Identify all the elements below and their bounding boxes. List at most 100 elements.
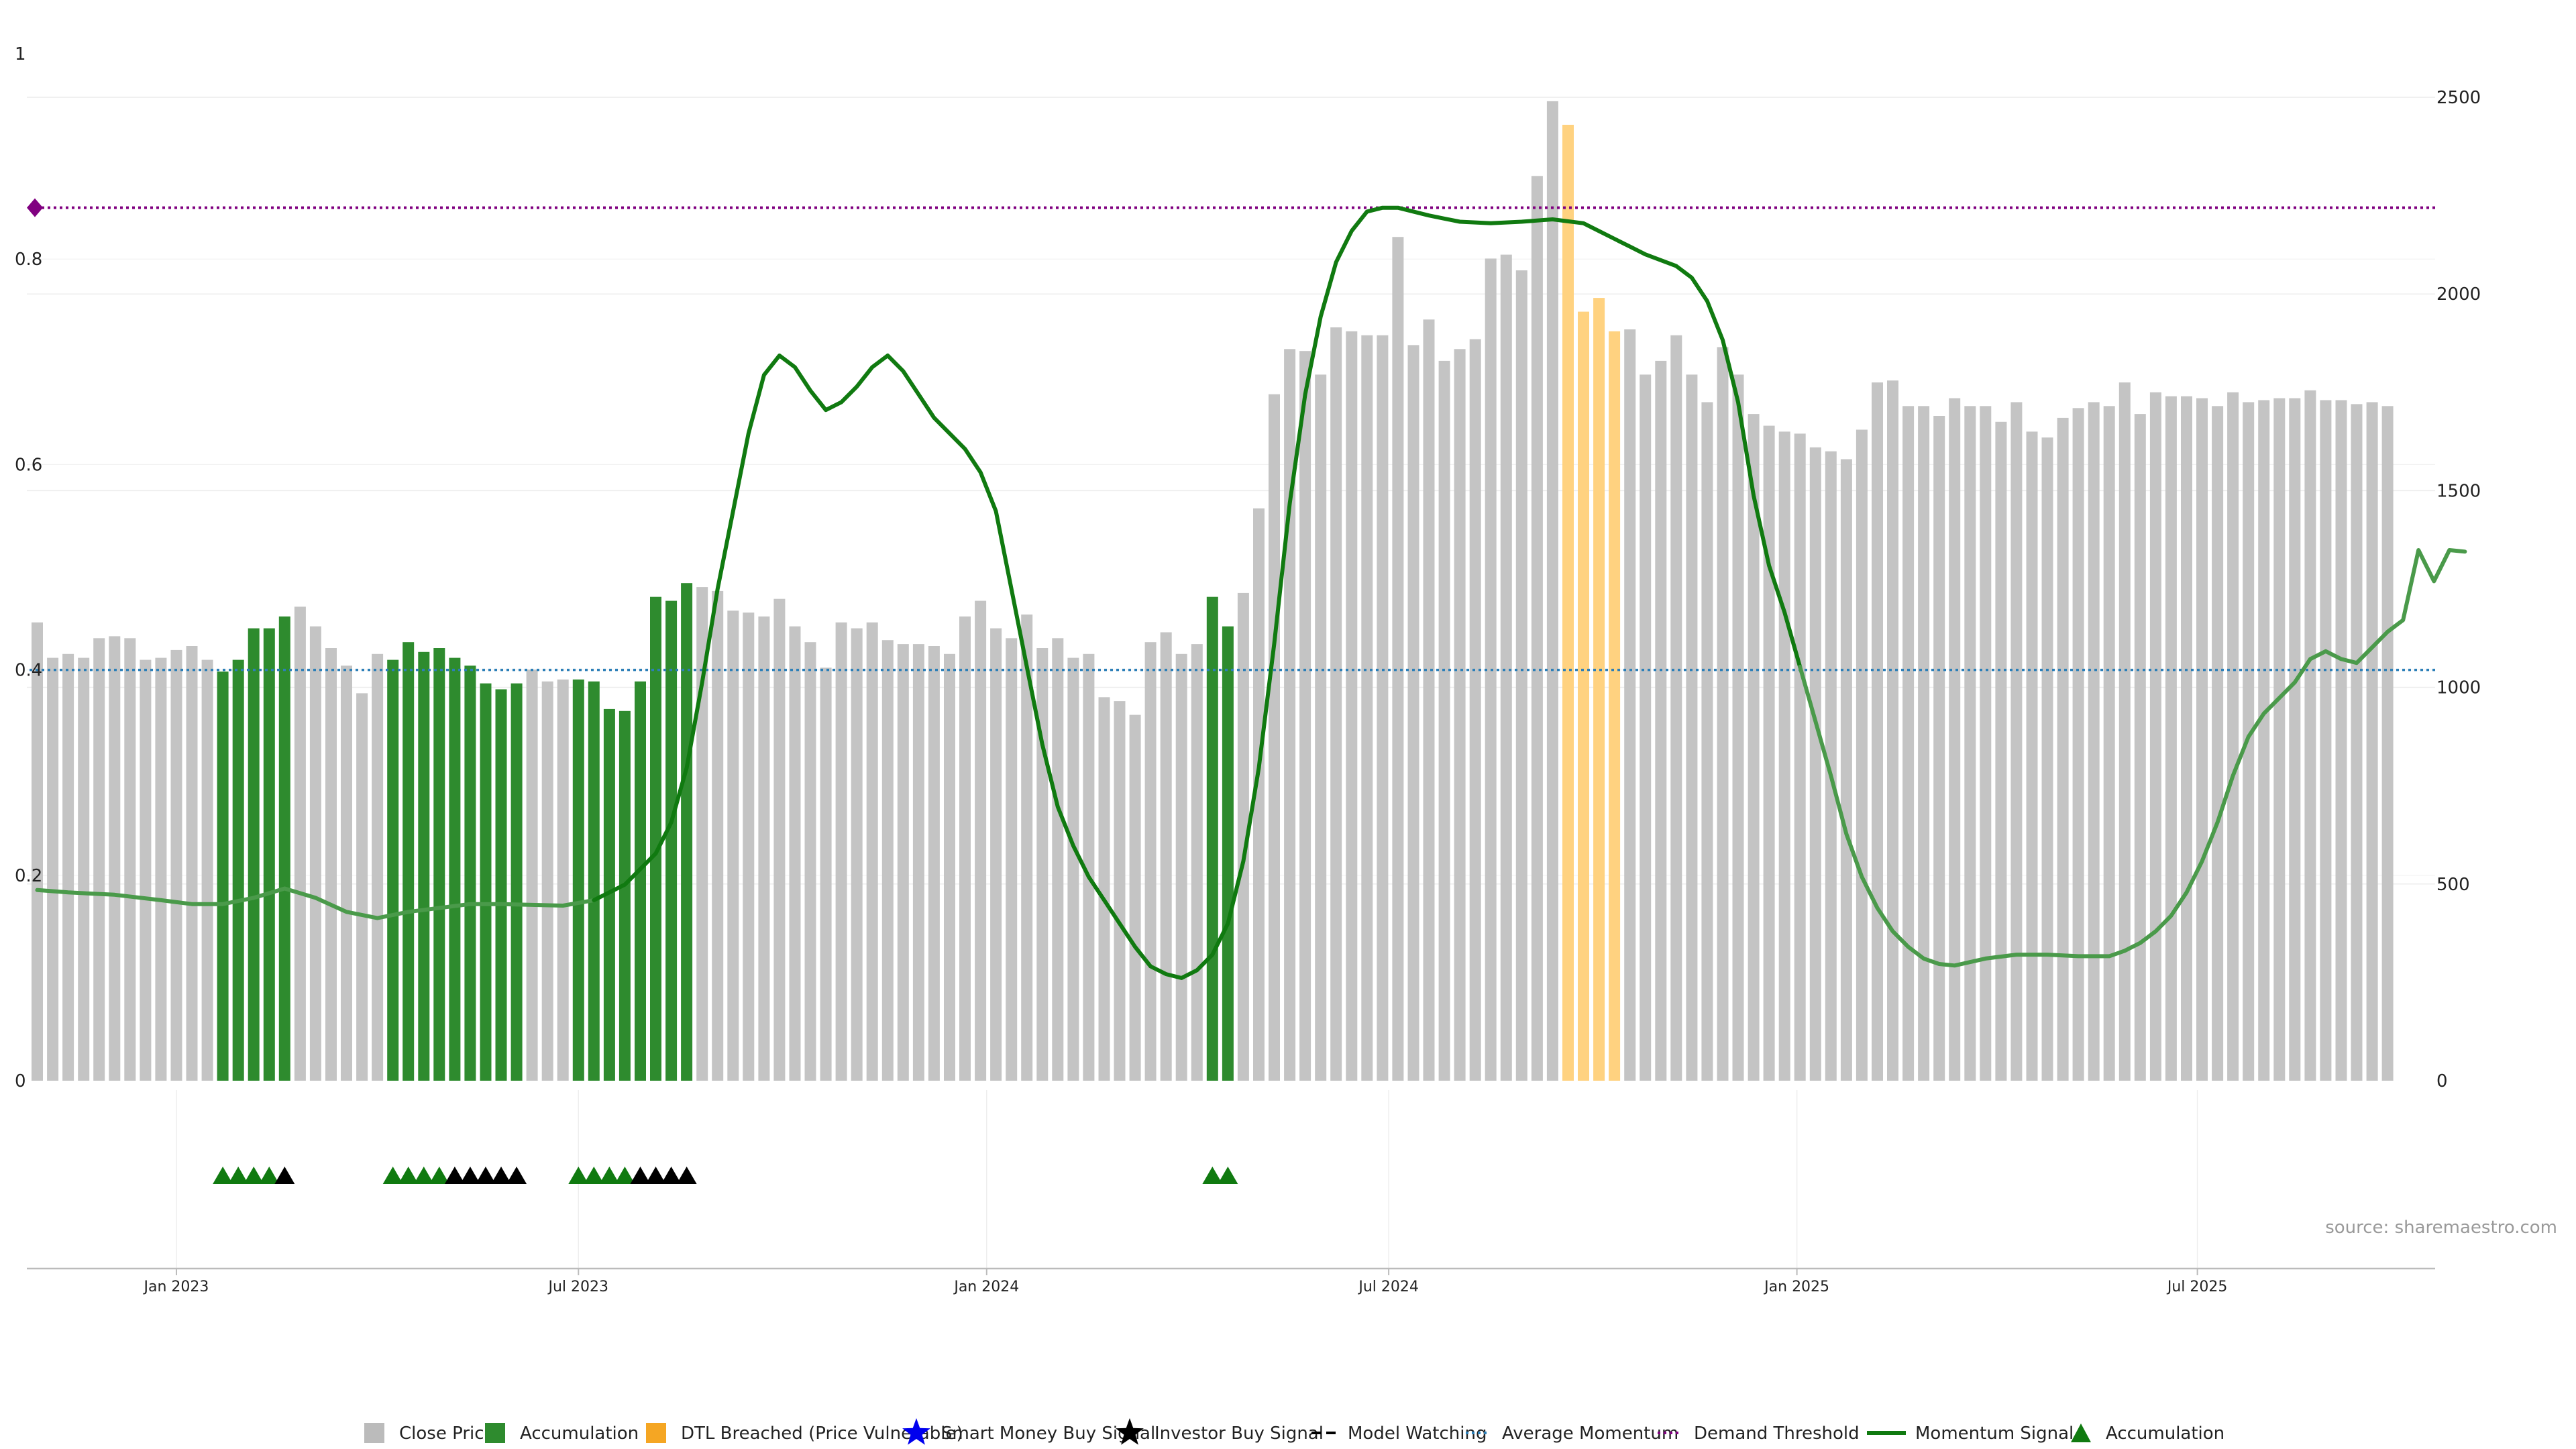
close-price-bar: [1299, 351, 1311, 1081]
investor-buy-marker: [460, 1167, 480, 1184]
accumulation-bar: [418, 651, 430, 1081]
left-tick-label: 0.8: [15, 250, 42, 270]
close-price-bar: [1175, 653, 1187, 1081]
accumulation-bar: [572, 679, 584, 1081]
legend-item: Close Price: [364, 1423, 495, 1444]
close-price-bar: [155, 657, 167, 1081]
close-price-bar: [1902, 406, 1915, 1081]
close-price-bar: [2273, 398, 2286, 1081]
demand-threshold-marker: [27, 198, 43, 217]
close-price-bar: [2134, 414, 2146, 1081]
signal-markers: [213, 1167, 1238, 1184]
close-price-bar: [1253, 508, 1265, 1081]
source-label: source: sharemaestro.com: [2325, 1218, 2557, 1238]
investor-buy-marker: [506, 1167, 527, 1184]
close-price-bar: [2103, 406, 2115, 1081]
accumulation-bar: [681, 583, 693, 1081]
accumulation-bar: [402, 642, 415, 1081]
left-tick-label: 0.4: [15, 661, 42, 681]
legend-label: Accumulation: [2106, 1424, 2224, 1444]
close-price-bar: [2041, 437, 2053, 1081]
accumulation-bar: [619, 710, 631, 1081]
close-price-bar: [1315, 374, 1327, 1081]
close-price-bar: [1995, 421, 2007, 1081]
accumulation-bar: [1222, 626, 1234, 1081]
close-price-bar: [1237, 592, 1249, 1081]
legend-item: Model Watching: [1311, 1424, 1487, 1444]
momentum-signal-line: [35, 205, 2467, 980]
investor-buy-marker: [630, 1167, 651, 1184]
left-tick-label: 0: [15, 1071, 26, 1091]
close-price-bar: [773, 598, 786, 1081]
close-price-bar: [1469, 339, 1481, 1081]
close-price-bar: [2212, 406, 2224, 1081]
price-bars: [32, 101, 2394, 1081]
investor-buy-marker: [274, 1167, 295, 1184]
close-price-bar: [2088, 402, 2100, 1081]
accumulation-bar: [248, 628, 260, 1081]
close-price-bar: [975, 600, 987, 1081]
close-price-bar: [1825, 451, 1837, 1081]
legend-item: Momentum Signal: [1867, 1424, 2074, 1444]
accumulation-bar: [433, 648, 445, 1081]
investor-buy-marker: [444, 1167, 465, 1184]
legend-triangle-icon: [2071, 1424, 2091, 1442]
close-price-bar: [2381, 406, 2394, 1081]
x-tick-label: Jul 2023: [547, 1279, 609, 1295]
accumulation-bar: [464, 665, 476, 1081]
close-price-bar: [928, 646, 940, 1081]
close-price-bar: [541, 681, 553, 1081]
close-price-bar: [341, 665, 352, 1081]
close-price-bar: [1640, 374, 1652, 1081]
legend-label: Investor Buy Signal: [1155, 1424, 1324, 1444]
close-price-bar: [1701, 402, 1713, 1081]
accumulation-bar: [665, 600, 678, 1081]
close-price-bar: [1748, 414, 1760, 1081]
close-price-bar: [912, 644, 924, 1081]
close-price-bar: [62, 653, 74, 1081]
accumulation-bar: [495, 689, 507, 1081]
close-price-bar: [372, 653, 384, 1081]
legend-label: Demand Threshold: [1694, 1424, 1860, 1444]
close-price-bar: [2149, 392, 2161, 1081]
close-price-bar: [1500, 254, 1512, 1081]
close-price-bar: [2010, 402, 2023, 1081]
dtl-breached-bar: [1609, 331, 1621, 1081]
close-price-bar: [325, 648, 337, 1081]
momentum-signal-weak: [1798, 548, 2467, 968]
close-price-bar: [944, 653, 955, 1081]
accumulation-marker: [1202, 1167, 1223, 1184]
right-tick-label: 2500: [2436, 88, 2481, 108]
close-price-bar: [109, 636, 121, 1081]
x-tick-label: Jul 2024: [1357, 1279, 1419, 1295]
close-price-bar: [1036, 648, 1049, 1081]
accumulation-bar: [278, 616, 290, 1081]
close-price-bar: [835, 622, 847, 1081]
close-price-bar: [2258, 400, 2270, 1081]
close-price-bar: [124, 638, 136, 1081]
accumulation-marker: [244, 1167, 264, 1184]
legend-item: Demand Threshold: [1658, 1424, 1860, 1444]
close-price-bar: [1438, 360, 1450, 1081]
accumulation-marker: [568, 1167, 589, 1184]
accumulation-bar: [650, 596, 661, 1081]
close-price-bar: [201, 659, 213, 1081]
close-price-bar: [1840, 459, 1852, 1081]
close-price-bar: [1021, 614, 1033, 1081]
close-price-bar: [1129, 714, 1141, 1081]
close-price-bar: [1763, 425, 1775, 1081]
left-tick-label: 1: [15, 44, 26, 64]
close-price-bar: [47, 657, 59, 1081]
close-price-bar: [897, 644, 909, 1081]
accumulation-marker: [599, 1167, 620, 1184]
x-axis-ticks: Jan 2023 Jul 2023 Jan 2024 Jul 2024 Jan 2025…: [143, 1269, 2227, 1295]
dtl-breached-bar: [1578, 311, 1589, 1081]
accumulation-bar: [511, 683, 523, 1081]
close-price-bar: [1670, 335, 1682, 1081]
close-price-bar: [1887, 380, 1898, 1081]
investor-buy-marker: [491, 1167, 512, 1184]
close-price-bar: [2196, 398, 2208, 1081]
close-price-bar: [1269, 394, 1280, 1081]
close-price-bar: [2181, 396, 2192, 1081]
close-price-bar: [1732, 374, 1744, 1081]
